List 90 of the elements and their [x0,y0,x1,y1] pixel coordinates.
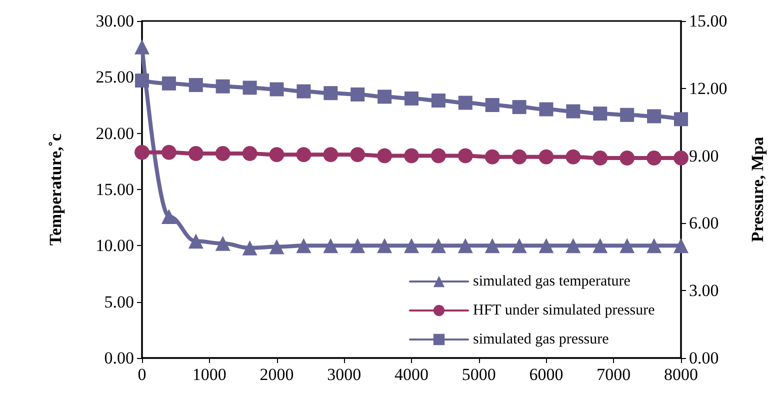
legend-label: HFT under simulated pressure [473,302,656,318]
point [566,149,581,164]
point [188,78,203,92]
point [538,238,554,254]
point [512,238,527,254]
x-tick-label: 4000 [394,365,428,384]
point [296,84,311,98]
y2-tick-label: 6.00 [689,214,719,233]
point [378,90,392,104]
x-tick-label: 5000 [462,365,496,384]
x-tick-label: 8000 [664,365,698,384]
point [592,150,608,166]
y-tick-label: 30.00 [96,12,134,30]
point [593,106,608,121]
y-tick-label: 0.00 [104,348,134,368]
y2-tick-label: 15.00 [689,12,728,30]
point [484,238,500,254]
y2-tick-label: 9.00 [689,146,719,166]
point [162,76,176,90]
point [620,238,635,254]
x-tick-label: 6000 [529,365,564,384]
point [647,109,662,124]
point [485,98,500,112]
x-tick-label: 2000 [260,365,294,384]
point [539,102,554,116]
point [215,146,230,162]
point [242,240,258,256]
x-tick-label: 1000 [192,365,226,384]
point [404,148,419,164]
y2-tick-label: 3.00 [689,281,719,300]
point [269,239,284,254]
point [350,87,365,102]
point [269,147,284,162]
point [323,238,338,254]
point [620,150,635,166]
point [188,234,204,249]
point [566,104,580,118]
point [566,238,581,254]
point [674,150,688,166]
point [135,74,149,88]
point [296,147,312,162]
y-axis-title: Temperature,˚c [46,133,65,246]
point [646,150,662,166]
point [458,238,473,254]
point [458,96,472,110]
y-tick-label: 10.00 [96,236,134,256]
point [646,238,662,254]
point [323,147,338,162]
point [674,112,688,126]
y-tick-label: 15.00 [96,180,134,199]
point [592,238,608,254]
y-tick-label: 20.00 [96,124,134,143]
point [134,144,150,160]
point [161,208,176,224]
point [377,148,392,164]
y2-axis-title: Pressure, Mpa [748,136,767,242]
point [512,149,527,164]
legend-label: simulated gas temperature [473,274,631,290]
x-tick-label: 7000 [596,365,631,384]
point [350,147,366,162]
point [188,146,204,162]
point [270,82,284,96]
x-tick-label: 3000 [327,365,362,384]
y2-tick-label: 12.00 [689,78,728,98]
y-tick-label: 5.00 [104,292,134,312]
point [242,80,257,95]
point [350,238,366,254]
point [431,94,446,108]
x-tick-label: 0 [138,365,146,384]
y2-tick-label: 0.00 [689,348,719,368]
point [296,238,312,254]
point [430,148,446,164]
point [620,108,634,122]
point [324,86,338,100]
point [161,144,176,160]
point [484,149,500,164]
point [512,100,526,114]
point [404,92,418,106]
point [404,238,419,254]
point [242,146,258,162]
point [134,39,150,54]
point [674,238,688,254]
point [430,238,446,254]
point [538,149,554,164]
point [216,79,230,94]
point [458,148,473,164]
point [215,236,230,251]
y-tick-label: 25.00 [96,68,134,87]
point [377,238,392,254]
legend-label: simulated gas pressure [473,332,610,348]
